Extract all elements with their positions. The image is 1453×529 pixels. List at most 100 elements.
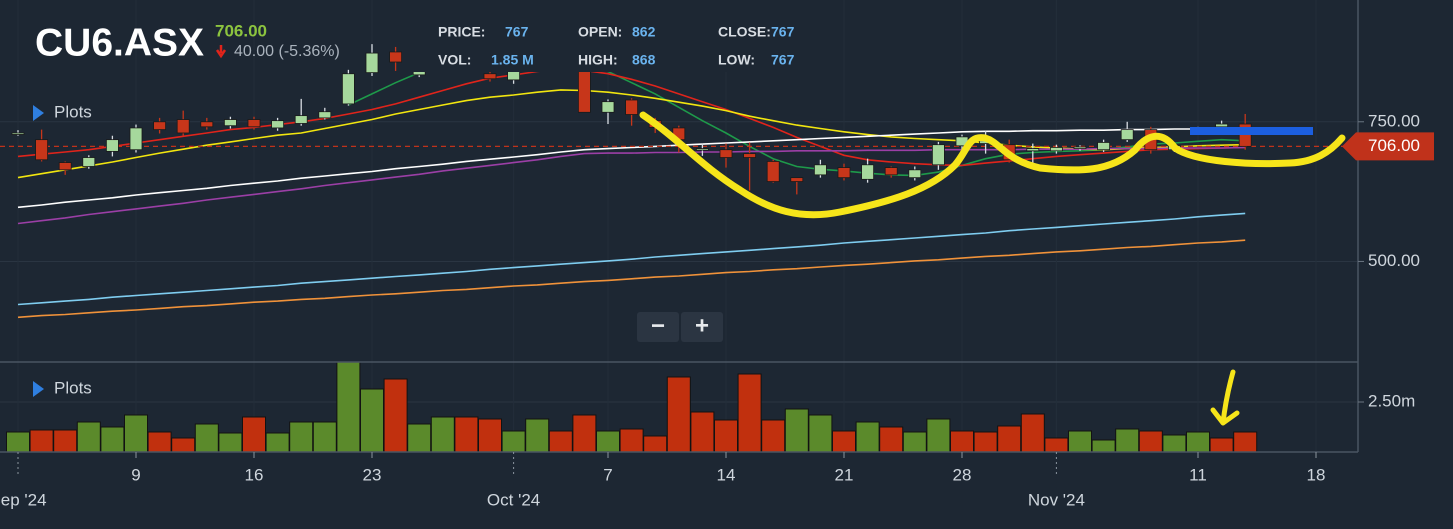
zoom-in-button[interactable]: + <box>681 312 723 342</box>
field-value: 868 <box>632 52 656 68</box>
candle-body <box>129 127 143 151</box>
annotation-arrow <box>1210 369 1240 426</box>
field-label: LOW: <box>718 52 755 68</box>
plots-toggle[interactable]: Plots <box>33 102 92 121</box>
volume-bar <box>1020 413 1045 452</box>
zoom-out-button[interactable]: − <box>637 312 679 342</box>
candle-body <box>153 121 167 131</box>
volume-bar <box>997 425 1022 452</box>
volume-bar <box>430 416 455 452</box>
volume-bar <box>761 419 786 452</box>
volume-bar <box>1138 430 1163 452</box>
volume-bar <box>312 421 337 452</box>
volume-panel <box>6 362 1258 452</box>
candle-body <box>932 144 945 166</box>
price-tag <box>1342 132 1434 161</box>
candle-body <box>743 153 756 158</box>
field-value: 767 <box>771 24 795 40</box>
candle-body <box>11 132 25 135</box>
x-tick-label: Oct '24 <box>487 490 540 509</box>
toggle-icon <box>33 105 44 121</box>
candle-body <box>1026 148 1040 152</box>
volume-bar <box>1044 437 1069 452</box>
button-bg <box>637 312 679 342</box>
plots-toggle[interactable]: Plots <box>33 378 92 397</box>
volume-bar <box>666 376 691 452</box>
volume-bar <box>832 430 856 452</box>
toggle-icon <box>33 381 44 397</box>
field-label: HIGH: <box>578 52 618 68</box>
field-value: 1.85 M <box>491 52 534 68</box>
y-tick-label: 2.50m <box>1368 391 1415 410</box>
x-tick-label: 21 <box>835 465 854 484</box>
field-value: 767 <box>505 24 529 40</box>
volume-bar <box>714 419 738 452</box>
candle-body <box>601 101 615 113</box>
candle-body <box>507 71 521 81</box>
volume-bar <box>53 429 78 452</box>
x-tick-label: 11 <box>1189 465 1207 484</box>
field-value: 767 <box>771 52 795 68</box>
moving-average <box>17 239 1246 319</box>
candle-body <box>861 164 874 180</box>
candle-body <box>719 149 733 158</box>
volume-bar <box>242 416 266 452</box>
volume-bar <box>548 430 573 452</box>
volume-bar <box>1115 428 1140 452</box>
volume-bar <box>29 429 54 452</box>
volume-bar <box>1162 434 1187 452</box>
candle-body <box>696 148 709 151</box>
moving-average <box>17 68 1246 167</box>
volume-bar <box>171 437 196 452</box>
candle-body <box>365 52 379 74</box>
volume-bar <box>1091 439 1116 452</box>
volume-bar <box>360 388 384 452</box>
last-price: 706.00 <box>215 21 267 40</box>
volume-bar <box>218 432 243 452</box>
volume-bar <box>383 378 408 452</box>
candle-body <box>271 120 285 129</box>
price-panel <box>0 44 1358 319</box>
candle-body <box>247 119 261 128</box>
candle-body <box>341 73 355 105</box>
candle-body <box>483 73 497 80</box>
candle-body <box>223 119 237 127</box>
volume-bar <box>808 414 833 452</box>
moving-average <box>17 89 1246 179</box>
volume-bar <box>973 431 998 452</box>
volume-bar <box>950 430 974 452</box>
candle-body <box>790 177 804 182</box>
volume-bar <box>879 426 904 452</box>
y-tick-label: 750.00 <box>1368 111 1420 130</box>
x-tick-label: 7 <box>603 465 612 484</box>
candle-body <box>1215 123 1228 128</box>
volume-bar <box>265 432 290 452</box>
candle-body <box>814 164 827 176</box>
price-tag-layer: 706.00 <box>1342 132 1434 161</box>
candle-body <box>82 157 96 167</box>
candle-body <box>389 51 403 63</box>
field-label: CLOSE: <box>718 24 771 40</box>
volume-bar <box>336 362 361 452</box>
volume-bar <box>643 435 668 452</box>
price-tag-label: 706.00 <box>1368 136 1420 155</box>
moving-average <box>17 127 1246 209</box>
y-tick-label: 500.00 <box>1368 251 1420 270</box>
candle-body <box>294 115 308 124</box>
zoom-in-label: + <box>695 312 709 339</box>
volume-bar <box>1209 437 1234 452</box>
candle-body <box>35 139 48 161</box>
volume-bar <box>619 428 644 452</box>
volume-bar <box>454 416 479 452</box>
candle-body <box>106 139 119 152</box>
field-label: OPEN: <box>578 24 622 40</box>
candle-body <box>1120 129 1134 141</box>
candle-body <box>1073 146 1087 149</box>
symbol: CU6.ASX <box>35 21 204 64</box>
volume-bar <box>478 418 502 452</box>
candle-body <box>1097 142 1110 151</box>
candle-body <box>625 99 638 115</box>
button-bg <box>681 312 723 342</box>
x-tick-label: 18 <box>1307 465 1326 484</box>
